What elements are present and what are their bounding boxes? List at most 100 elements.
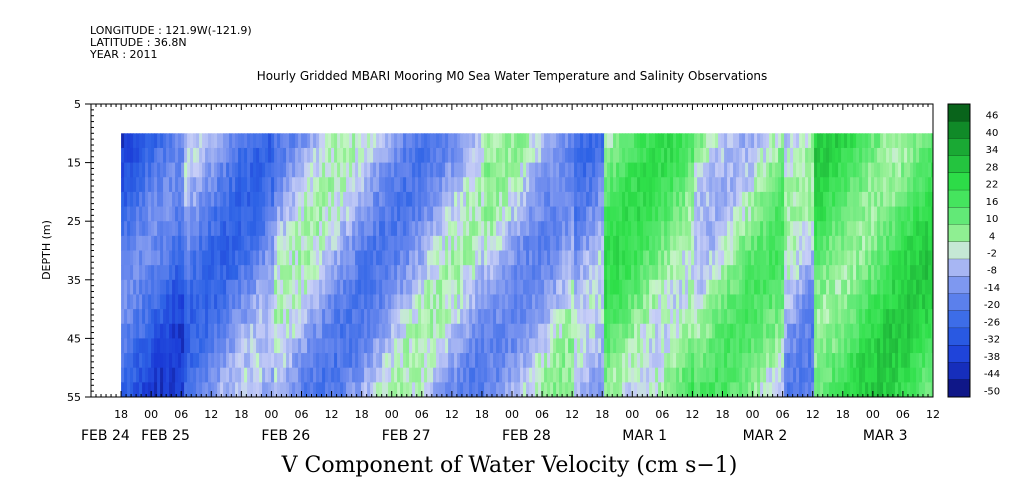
heatmap-cell [433, 162, 437, 178]
heatmap-cell [421, 279, 425, 296]
heatmap-cell [301, 294, 305, 310]
heatmap-cell [625, 235, 629, 252]
heatmap-cell [250, 177, 254, 193]
heatmap-cell [181, 250, 185, 266]
heatmap-cell [916, 382, 920, 397]
heatmap-cell [481, 221, 485, 237]
heatmap-cell [217, 221, 221, 237]
heatmap-cell [136, 206, 140, 222]
heatmap-cell [421, 382, 425, 397]
heatmap-cell [424, 382, 428, 397]
heatmap-cell [631, 338, 635, 354]
heatmap-cell [886, 367, 890, 383]
heatmap-cell [664, 206, 668, 222]
heatmap-cell [523, 191, 527, 208]
heatmap-cell [256, 162, 260, 178]
heatmap-cell [907, 162, 911, 178]
heatmap-cell [424, 221, 428, 237]
heatmap-cell [517, 250, 521, 266]
heatmap-cell [517, 367, 521, 383]
heatmap-cell [172, 323, 176, 339]
heatmap-cell [604, 221, 608, 237]
heatmap-cell [592, 323, 596, 339]
heatmap-cell [697, 294, 701, 310]
heatmap-cell [826, 191, 830, 208]
heatmap-cell [811, 147, 815, 164]
heatmap-cell [403, 294, 407, 310]
heatmap-cell [307, 279, 311, 296]
heatmap-cell [715, 177, 719, 193]
heatmap-cell [544, 338, 548, 354]
heatmap-cell [250, 162, 254, 178]
heatmap-cell [547, 206, 551, 222]
heatmap-cell [466, 177, 470, 193]
heatmap-cell [382, 353, 386, 369]
heatmap-cell [640, 265, 644, 281]
heatmap-cell [415, 147, 419, 164]
heatmap-cell [832, 162, 836, 178]
heatmap-cell [193, 265, 197, 281]
heatmap-cell [844, 177, 848, 193]
heatmap-cell [742, 367, 746, 383]
heatmap-cell [334, 279, 338, 296]
heatmap-cell [418, 221, 422, 237]
heatmap-cell [679, 221, 683, 237]
heatmap-cell [787, 323, 791, 339]
heatmap-cell [391, 147, 395, 164]
heatmap-cell [196, 250, 200, 266]
heatmap-cell [277, 206, 281, 222]
heatmap-cell [910, 353, 914, 369]
heatmap-cell [331, 206, 335, 222]
heatmap-cell [898, 235, 902, 252]
heatmap-cell [307, 309, 311, 325]
heatmap-cell [148, 323, 152, 339]
heatmap-cell [190, 353, 194, 369]
heatmap-cell [229, 206, 233, 222]
heatmap-cell [496, 353, 500, 369]
heatmap-cell [778, 191, 782, 208]
heatmap-cell [757, 250, 761, 266]
heatmap-cell [580, 265, 584, 281]
heatmap-cell [577, 191, 581, 208]
heatmap-cell [670, 294, 674, 310]
heatmap-cell [331, 147, 335, 164]
heatmap-cell [889, 353, 893, 369]
heatmap-cell [529, 177, 533, 193]
heatmap-cell [544, 162, 548, 178]
heatmap-cell [649, 338, 653, 354]
heatmap-cell [253, 338, 257, 354]
heatmap-cell [916, 338, 920, 354]
heatmap-cell [877, 265, 881, 281]
heatmap-cell [856, 338, 860, 354]
heatmap-cell [442, 191, 446, 208]
heatmap-cell [394, 147, 398, 164]
heatmap-cell [325, 265, 329, 281]
heatmap-cell [184, 353, 188, 369]
heatmap-cell [724, 279, 728, 296]
heatmap-cell [706, 250, 710, 266]
heatmap-cell [289, 367, 293, 383]
heatmap-cell [349, 353, 353, 369]
heatmap-cell [928, 279, 932, 296]
heatmap-cell [775, 353, 779, 369]
heatmap-cell [706, 177, 710, 193]
heatmap-cell [754, 133, 758, 149]
heatmap-cell [799, 323, 803, 339]
heatmap-cell [637, 294, 641, 310]
heatmap-cell [715, 309, 719, 325]
heatmap-cell [823, 309, 827, 325]
heatmap-cell [214, 294, 218, 310]
heatmap-cell [427, 323, 431, 339]
heatmap-cell [505, 133, 509, 149]
heatmap-cell [367, 133, 371, 149]
heatmap-cell [598, 279, 602, 296]
heatmap-cell [712, 265, 716, 281]
heatmap-cell [442, 323, 446, 339]
heatmap-cell [214, 367, 218, 383]
heatmap-cell [928, 235, 932, 252]
heatmap-cell [163, 147, 167, 164]
heatmap-cell [658, 279, 662, 296]
heatmap-cell [907, 309, 911, 325]
heatmap-cell [604, 382, 608, 397]
heatmap-cell [274, 235, 278, 252]
